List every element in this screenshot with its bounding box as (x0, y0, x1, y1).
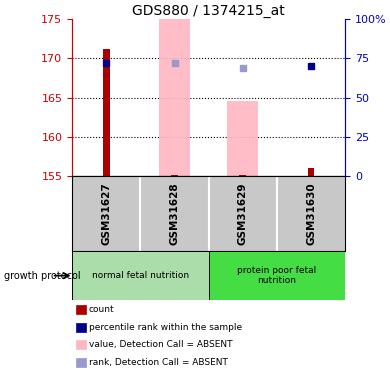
Text: percentile rank within the sample: percentile rank within the sample (89, 322, 242, 332)
Bar (239, 175, 246, 176)
Text: normal fetal nutrition: normal fetal nutrition (92, 271, 189, 280)
Text: GSM31630: GSM31630 (306, 183, 316, 245)
Text: value, Detection Call = ABSENT: value, Detection Call = ABSENT (89, 340, 232, 349)
Text: GSM31628: GSM31628 (170, 183, 179, 245)
Bar (209, 251, 345, 300)
Bar (308, 168, 314, 176)
Bar (171, 175, 178, 176)
Title: GDS880 / 1374215_at: GDS880 / 1374215_at (132, 4, 285, 18)
Text: protein poor fetal
nutrition: protein poor fetal nutrition (237, 266, 317, 285)
Bar (103, 49, 110, 176)
Text: count: count (89, 305, 114, 314)
Text: growth protocol: growth protocol (4, 271, 80, 280)
Bar (227, 102, 258, 176)
Text: GSM31627: GSM31627 (101, 182, 111, 245)
Text: rank, Detection Call = ABSENT: rank, Detection Call = ABSENT (89, 358, 227, 367)
Bar (72, 251, 209, 300)
Text: GSM31629: GSM31629 (238, 183, 248, 245)
Bar (159, 19, 190, 176)
